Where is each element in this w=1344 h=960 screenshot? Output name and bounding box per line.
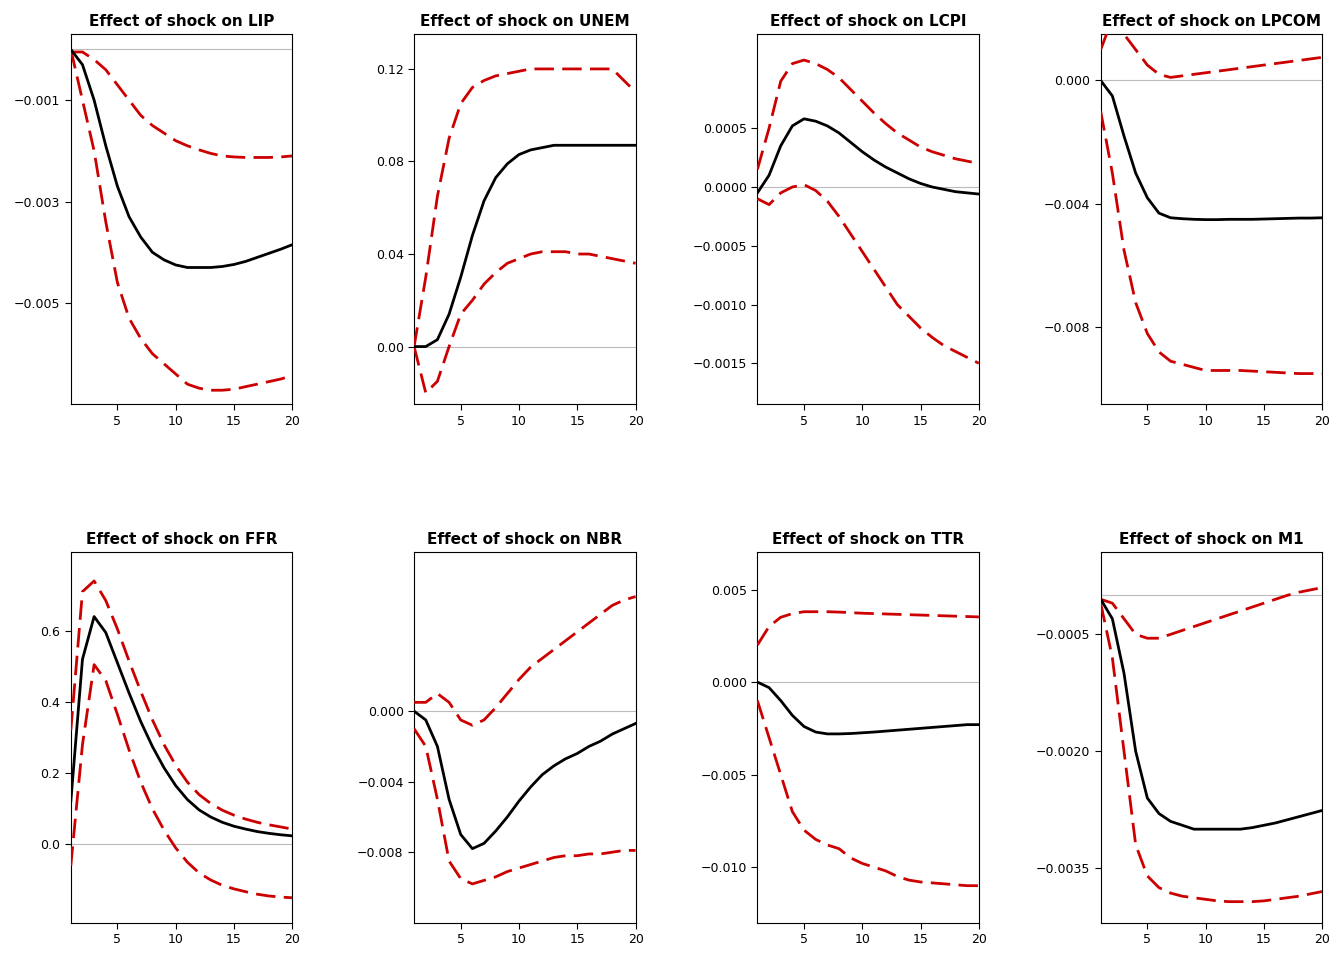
Title: Effect of shock on NBR: Effect of shock on NBR	[427, 532, 622, 547]
Title: Effect of shock on UNEM: Effect of shock on UNEM	[421, 13, 629, 29]
Title: Effect of shock on LPCOM: Effect of shock on LPCOM	[1102, 13, 1321, 29]
Title: Effect of shock on LIP: Effect of shock on LIP	[89, 13, 274, 29]
Title: Effect of shock on LCPI: Effect of shock on LCPI	[770, 13, 966, 29]
Title: Effect of shock on FFR: Effect of shock on FFR	[86, 532, 277, 547]
Title: Effect of shock on TTR: Effect of shock on TTR	[771, 532, 964, 547]
Title: Effect of shock on M1: Effect of shock on M1	[1120, 532, 1304, 547]
